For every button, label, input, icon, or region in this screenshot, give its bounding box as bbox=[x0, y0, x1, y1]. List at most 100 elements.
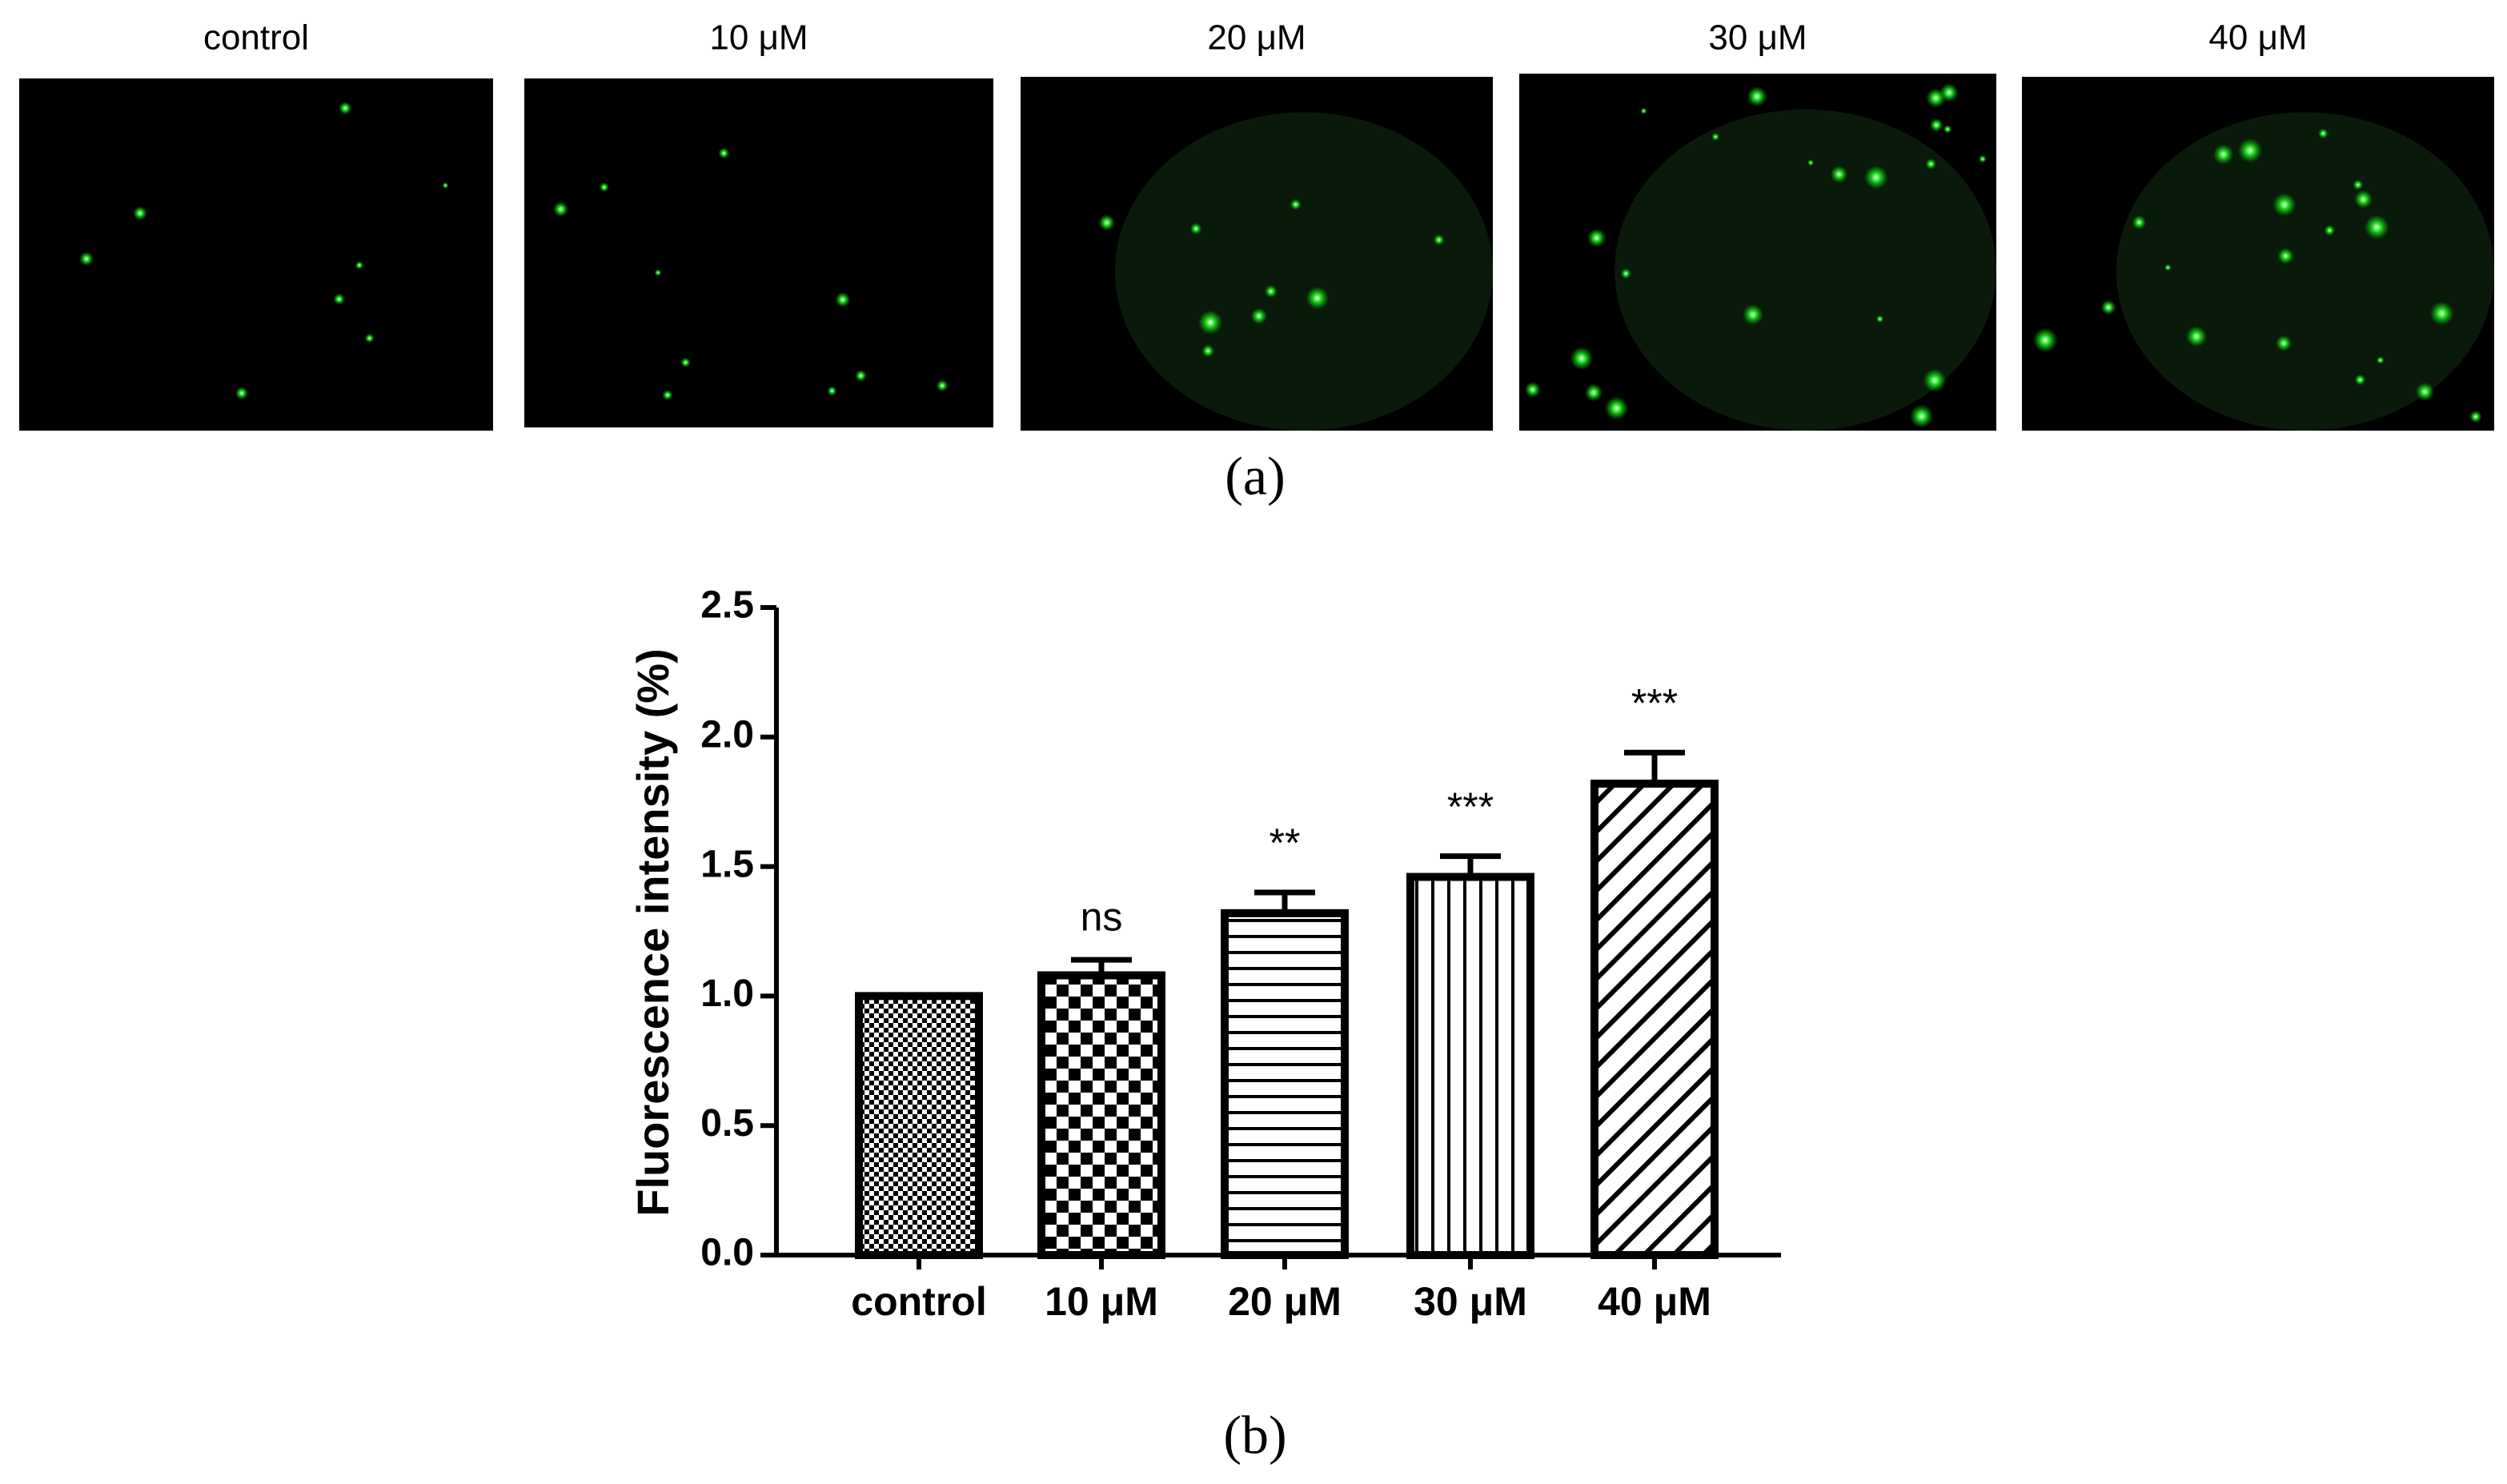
cell bbox=[1250, 307, 1267, 325]
cell bbox=[1807, 159, 1815, 166]
cell bbox=[2276, 335, 2292, 351]
image-label: 10 μM bbox=[709, 18, 808, 58]
significance: ns bbox=[1081, 894, 1123, 939]
cell bbox=[2272, 193, 2296, 217]
cell bbox=[2354, 190, 2373, 209]
cell bbox=[1189, 223, 1202, 235]
cell bbox=[680, 357, 691, 368]
cell bbox=[1743, 304, 1763, 325]
cell bbox=[1640, 107, 1647, 114]
cell bbox=[654, 269, 662, 276]
cell bbox=[1747, 86, 1767, 107]
cell bbox=[1620, 268, 1631, 279]
cell bbox=[133, 206, 147, 221]
cell bbox=[339, 101, 352, 115]
cell bbox=[1604, 396, 1629, 420]
cell bbox=[333, 293, 345, 305]
cell bbox=[2353, 179, 2364, 191]
cell bbox=[79, 251, 94, 267]
significance: *** bbox=[1447, 784, 1494, 829]
cell bbox=[835, 291, 851, 307]
background-glow bbox=[1615, 109, 1996, 431]
x-tick-label: 30 μM bbox=[1414, 1279, 1527, 1324]
cell bbox=[235, 387, 249, 400]
x-tick-label: 20 μM bbox=[1228, 1279, 1342, 1324]
cell bbox=[2324, 224, 2336, 236]
cell bbox=[1587, 228, 1606, 247]
cell bbox=[2376, 356, 2385, 364]
bar bbox=[1037, 971, 1165, 1259]
y-tick-label: 2.5 bbox=[700, 584, 754, 627]
cell bbox=[2354, 374, 2366, 386]
cell bbox=[2317, 128, 2329, 139]
cell bbox=[1875, 315, 1884, 323]
cell bbox=[2164, 263, 2172, 271]
cell bbox=[1863, 165, 1888, 190]
image-label: 30 μM bbox=[1708, 18, 1807, 58]
image-label: 40 μM bbox=[2208, 18, 2307, 58]
bar bbox=[855, 992, 983, 1260]
y-tick-label: 1.0 bbox=[700, 973, 754, 1015]
cell bbox=[599, 182, 609, 192]
y-axis-label: Fluorescence intensity (%) bbox=[628, 648, 678, 1217]
cell bbox=[1978, 154, 1987, 163]
cell bbox=[1264, 284, 1278, 298]
cell bbox=[1290, 199, 1302, 211]
background-glow bbox=[2116, 112, 2494, 431]
cell bbox=[2277, 247, 2294, 265]
cell bbox=[1201, 344, 1215, 358]
cell bbox=[2429, 301, 2454, 326]
image-label: control bbox=[203, 18, 309, 58]
significance: *** bbox=[1631, 680, 1678, 725]
cell bbox=[1711, 132, 1720, 141]
cell bbox=[2364, 215, 2389, 240]
cell bbox=[2237, 138, 2263, 163]
x-tick-label: control bbox=[851, 1279, 986, 1324]
cell bbox=[355, 261, 364, 270]
image-label: 20 μM bbox=[1207, 18, 1306, 58]
cell bbox=[1925, 158, 1937, 170]
y-tick-label: 0.5 bbox=[700, 1102, 754, 1145]
cell bbox=[1197, 310, 1223, 335]
cell bbox=[2032, 327, 2058, 353]
cell bbox=[2100, 299, 2116, 315]
bar-chart: 0.0 0.5 1.0 1.5 2.0 2.5 control 10 μM ns 20 μM ** 3… bbox=[700, 584, 1781, 1324]
cell bbox=[2469, 410, 2482, 423]
panel-label: (b) bbox=[1223, 1405, 1286, 1466]
micrograph bbox=[524, 78, 993, 427]
cell bbox=[1570, 347, 1594, 371]
y-tick-label: 1.5 bbox=[700, 843, 754, 885]
y-tick-label: 2.0 bbox=[700, 713, 754, 756]
cell bbox=[718, 147, 730, 159]
cell bbox=[1929, 118, 1943, 132]
cell bbox=[1909, 404, 1934, 428]
cell bbox=[1306, 286, 1330, 310]
y-tick-label: 0.0 bbox=[700, 1232, 754, 1274]
cell bbox=[1433, 234, 1445, 246]
cell bbox=[553, 201, 568, 217]
bar bbox=[1221, 908, 1349, 1260]
cell bbox=[662, 389, 673, 401]
cell bbox=[1584, 383, 1603, 402]
cell bbox=[1524, 381, 1541, 398]
bar bbox=[1590, 780, 1719, 1259]
cell bbox=[1926, 88, 1946, 108]
cell bbox=[2213, 144, 2234, 165]
cell bbox=[364, 333, 375, 343]
cell bbox=[2185, 326, 2208, 347]
cell bbox=[442, 182, 449, 189]
cell bbox=[1830, 165, 1848, 183]
micrographs: control 10 μM 20 μM 30 μM 40 μM bbox=[19, 18, 2494, 431]
cell bbox=[2132, 215, 2147, 230]
cell bbox=[827, 386, 837, 396]
cell bbox=[1943, 125, 1952, 134]
significance: ** bbox=[1270, 820, 1301, 865]
bar bbox=[1406, 872, 1534, 1259]
panel-label: (a) bbox=[1225, 446, 1285, 507]
cell bbox=[1923, 368, 1947, 392]
x-tick-label: 40 μM bbox=[1598, 1279, 1711, 1324]
cell bbox=[1098, 214, 1115, 231]
micrograph bbox=[19, 78, 493, 431]
cell bbox=[936, 379, 949, 392]
